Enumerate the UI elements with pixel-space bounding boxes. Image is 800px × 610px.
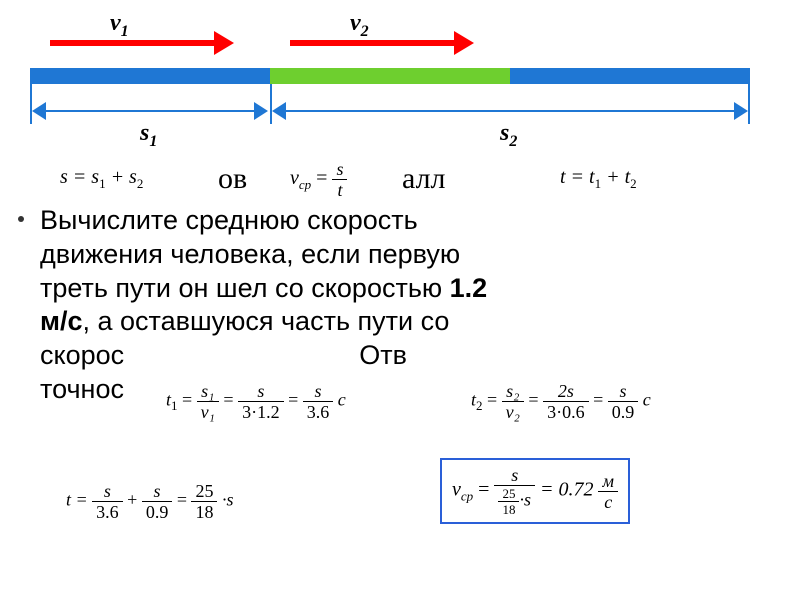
path-segment-3 [510,68,750,84]
eq-s-total: s = s1 + s2 [60,166,143,192]
velocity-arrow-1 [50,40,220,46]
problem-line: м/с, а оставшуюся часть пути со [40,305,780,339]
dimension-s2 [274,110,746,112]
hidden-text-left: ов [218,162,247,196]
problem-line: точнос [40,373,780,407]
problem-line: Вычислите среднюю скорость [40,204,780,238]
motion-diagram: v1 v2 s1 s2 [30,10,750,150]
eq-t-sum: t = s3.6 + s0.9 = 2518 ·s [60,480,239,523]
path-segment-2 [270,68,510,84]
answer-box: vcp = s 2518·s = 0.72 мс [440,458,630,524]
problem-line: движения человека, если первую [40,238,780,272]
eq-t-total: t = t1 + t2 [560,166,637,192]
bullet-icon [18,216,24,222]
formula-row-1: s = s1 + s2 ов vcp = st алл t = t1 + t2 [30,156,770,198]
problem-line: скорос Отв [40,339,780,373]
problem-line: треть пути он шел со скоростью 1.2 [40,272,780,306]
dim-tick [748,84,750,124]
hidden-text-right: алл [402,162,446,196]
eq-t2: t2 = s₂v₂ = 2s3·0.6 = s0.9 c [465,380,657,423]
eq-vcp-def: vcp = st [290,160,347,199]
problem-text: Вычислите среднюю скорость движения чело… [40,204,780,407]
dimension-label-s2: s2 [500,120,517,151]
eq-t1: t1 = s₁v₁ = s3·1.2 = s3.6 c [160,380,352,423]
velocity-label-1: v1 [110,10,129,41]
dimension-label-s1: s1 [140,120,157,151]
velocity-label-2: v2 [350,10,369,41]
path-segment-1 [30,68,270,84]
dimension-s1 [34,110,266,112]
velocity-arrow-2 [290,40,460,46]
